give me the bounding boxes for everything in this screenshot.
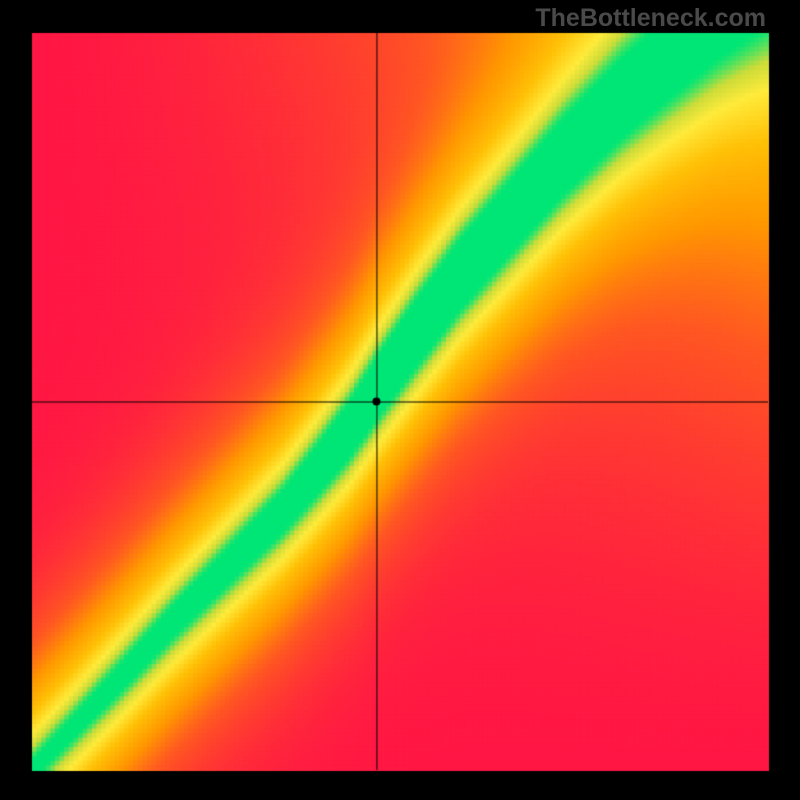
watermark-text: TheBottleneck.com (535, 4, 766, 33)
chart-container: TheBottleneck.com (0, 0, 800, 800)
bottleneck-heatmap (0, 0, 800, 800)
